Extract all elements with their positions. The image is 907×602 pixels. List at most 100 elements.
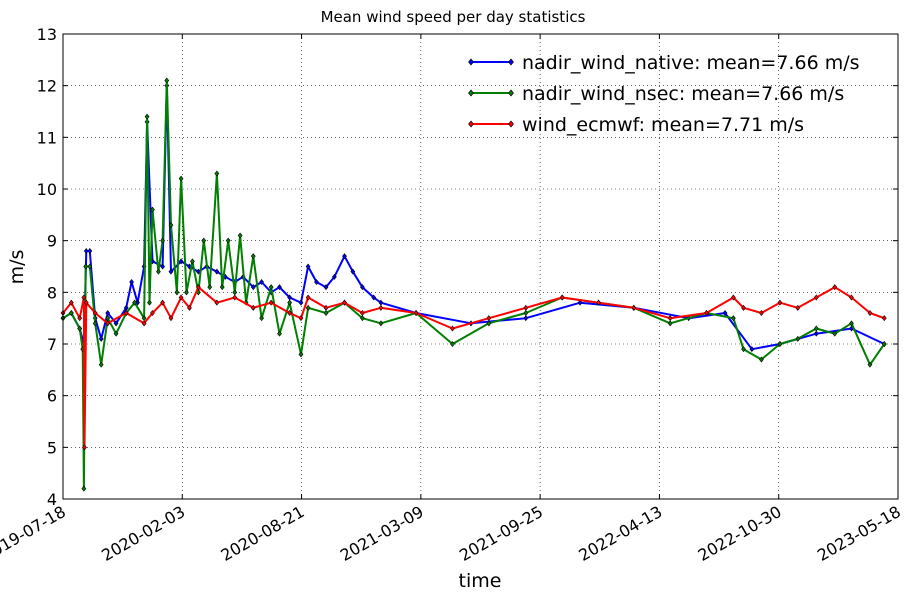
data-point [160, 299, 165, 306]
x-tick-label: 2021-09-25 [456, 502, 546, 565]
data-point [849, 320, 854, 327]
data-point [731, 315, 736, 322]
data-point [323, 304, 329, 311]
x-tick-label: 2019-07-18 [0, 502, 69, 565]
data-point [178, 294, 184, 301]
legend-entry: wind_ecmwf: mean=7.71 m/s [468, 114, 804, 136]
plot-area [60, 77, 887, 492]
y-tick-label: 9 [47, 232, 57, 251]
data-point [168, 268, 174, 275]
series-line [62, 286, 885, 449]
data-point [219, 284, 225, 291]
data-point [81, 294, 87, 301]
data-point [577, 299, 583, 306]
data-point [305, 263, 311, 270]
data-point [360, 284, 365, 291]
data-point [77, 325, 83, 332]
data-point [486, 320, 492, 327]
legend-marker [508, 89, 514, 97]
data-point [450, 341, 455, 347]
data-point [268, 284, 274, 291]
data-point [287, 310, 293, 316]
data-point [759, 310, 764, 316]
data-point [83, 299, 89, 306]
x-tick-label: 2020-02-03 [98, 502, 188, 565]
y-axis-ticks: 4 5 6 7 8 9 10 11 12 13 [37, 25, 898, 509]
data-point [360, 315, 365, 322]
data-point [722, 310, 728, 316]
data-point [287, 299, 293, 306]
data-point [259, 279, 264, 285]
data-point [184, 289, 189, 296]
data-point [777, 299, 783, 306]
data-point [305, 294, 311, 301]
data-point [741, 304, 746, 311]
data-point [232, 294, 238, 301]
data-point [867, 310, 873, 316]
data-point [342, 253, 347, 260]
data-point [378, 320, 384, 327]
series-line [62, 84, 885, 351]
data-point [178, 258, 184, 265]
y-tick-label: 13 [37, 25, 57, 44]
legend-entry: nadir_wind_native: mean=7.66 m/s [468, 52, 860, 74]
data-point [150, 310, 155, 316]
x-tick-label: 2023-05-18 [814, 502, 904, 565]
data-point [450, 325, 455, 332]
data-point [849, 294, 854, 301]
data-point [68, 299, 74, 306]
data-point [164, 77, 170, 84]
data-point [323, 310, 329, 316]
data-point [867, 361, 873, 368]
x-tick-label: 2020-08-21 [218, 502, 308, 565]
data-point [704, 310, 709, 316]
data-point [881, 341, 887, 347]
data-point [813, 325, 819, 332]
data-point [371, 294, 377, 301]
data-point [749, 346, 755, 353]
data-point [523, 310, 529, 316]
legend-label: nadir_wind_nsec: mean=7.66 m/s [522, 83, 844, 105]
data-point [667, 315, 673, 322]
legend-marker [508, 58, 514, 66]
series-1 [60, 77, 887, 492]
y-tick-label: 11 [37, 128, 57, 147]
data-point [259, 315, 264, 322]
data-point [187, 304, 192, 311]
data-point [277, 330, 282, 337]
data-point [105, 320, 111, 327]
data-point [174, 289, 180, 296]
data-point [813, 330, 819, 337]
data-point [413, 310, 419, 316]
data-point [77, 315, 83, 322]
data-point [237, 232, 243, 239]
legend-label: nadir_wind_native: mean=7.66 m/s [522, 52, 860, 74]
data-point [298, 351, 304, 358]
y-tick-label: 7 [47, 335, 57, 354]
y-tick-label: 6 [47, 387, 57, 406]
data-point [129, 279, 134, 285]
y-tick-label: 5 [47, 438, 57, 457]
data-point [168, 315, 174, 322]
data-point [731, 294, 736, 301]
data-point [523, 304, 529, 311]
data-point [350, 268, 356, 275]
legend-entry: nadir_wind_nsec: mean=7.66 m/s [468, 83, 844, 105]
legend-marker [508, 120, 514, 128]
data-point [132, 299, 137, 306]
data-point [196, 284, 201, 291]
chart-title: Mean wind speed per day statistics [321, 8, 586, 26]
x-tick-label: 2021-03-09 [337, 502, 427, 565]
data-point [832, 284, 838, 291]
data-point [777, 341, 783, 347]
data-point [144, 113, 150, 120]
data-point [160, 263, 165, 270]
series-line [62, 79, 886, 490]
data-point [795, 304, 801, 311]
data-point [214, 268, 220, 275]
data-point [250, 253, 256, 260]
legend-marker [468, 58, 474, 66]
data-point [305, 304, 311, 311]
data-point [298, 315, 304, 322]
data-point [225, 237, 231, 244]
